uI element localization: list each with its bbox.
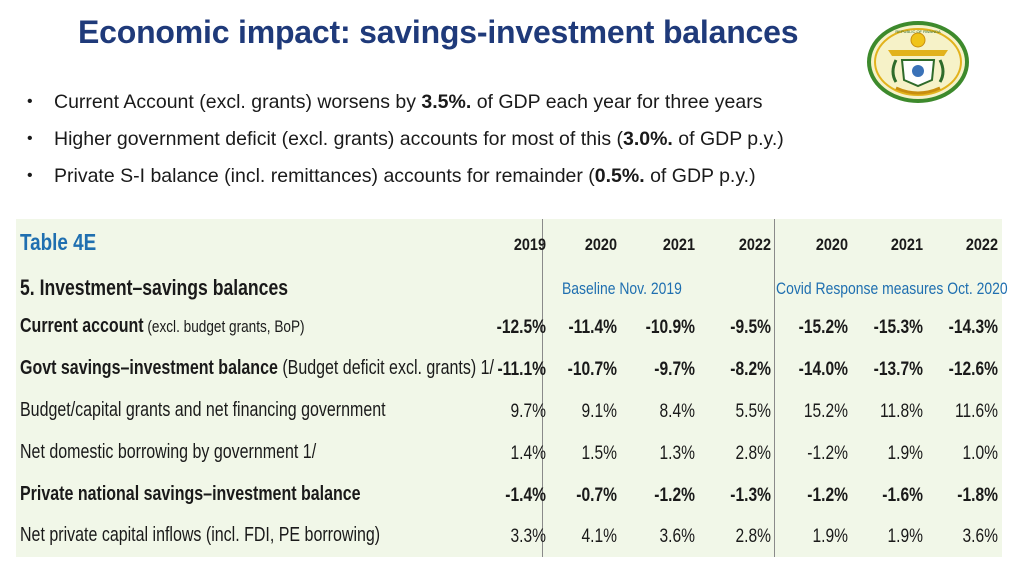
table-row: Budget/capital grants and net financing … <box>16 393 1002 433</box>
year-header: 2022 <box>738 235 771 254</box>
table-cell: -14.0% <box>798 359 848 380</box>
table-cell: 1.0% <box>962 443 998 464</box>
table-cell: 1.9% <box>887 443 923 464</box>
table-cell: 3.6% <box>962 526 998 547</box>
table-cell: -15.2% <box>798 317 848 338</box>
row-label: Budget/capital grants and net financing … <box>20 399 386 421</box>
table-cell: -10.9% <box>645 317 695 338</box>
table-cell: -1.2% <box>807 443 848 464</box>
coat-of-arms-icon: REPUBLIC OF RWANDA <box>867 21 969 103</box>
table-cell: 11.6% <box>954 401 998 422</box>
table-cell: -1.3% <box>730 485 771 506</box>
table-cell: 15.2% <box>803 401 848 422</box>
table-cell: -9.7% <box>654 359 695 380</box>
table-cell: 3.6% <box>659 526 695 547</box>
row-label: Current account (excl. budget grants, Bo… <box>20 315 305 337</box>
column-divider <box>774 219 775 557</box>
table-cell: 1.9% <box>812 526 848 547</box>
table-cell: -11.1% <box>497 359 546 380</box>
page-title: Economic impact: savings-investment bala… <box>78 14 799 50</box>
table-cell: -11.4% <box>568 317 617 338</box>
table-cell: -1.2% <box>807 485 848 506</box>
table-cell: -1.4% <box>505 485 546 506</box>
bullet-item: • Higher government deficit (excl. grant… <box>27 128 784 150</box>
year-header: 2020 <box>815 235 848 254</box>
table-cell: -0.7% <box>576 485 617 506</box>
bullet-item: • Current Account (excl. grants) worsens… <box>27 91 763 113</box>
table-cell: 5.5% <box>735 401 771 422</box>
seal-text: REPUBLIC OF RWANDA <box>895 29 941 34</box>
row-label: Net domestic borrowing by government 1/ <box>20 441 317 463</box>
row-label: Govt savings–investment balance (Budget … <box>20 357 494 379</box>
table-cell: 1.3% <box>659 443 695 464</box>
table-row: Net domestic borrowing by government 1/1… <box>16 435 1002 475</box>
section-heading: 5. Investment–savings balances <box>20 275 289 300</box>
table-cell: -15.3% <box>873 317 923 338</box>
table-title: Table 4E <box>20 229 97 255</box>
covid-label: Covid Response measures Oct. 2020 <box>776 279 1008 298</box>
year-header: 2021 <box>662 235 695 254</box>
table-cell: 2.8% <box>735 443 771 464</box>
table-cell: -1.6% <box>882 485 923 506</box>
table-cell: 8.4% <box>659 401 695 422</box>
row-label: Private national savings–investment bala… <box>20 483 361 505</box>
year-header: 2021 <box>890 235 923 254</box>
table-cell: -1.8% <box>957 485 998 506</box>
table-cell: 9.1% <box>581 401 617 422</box>
table-cell: 4.1% <box>581 526 617 547</box>
bullet-list: • Current Account (excl. grants) worsens… <box>24 86 984 197</box>
data-table: Table 4E 2019 2020 2021 2022 2020 2021 2… <box>16 219 1008 558</box>
table-cell: -14.3% <box>948 317 998 338</box>
table-cell: -13.7% <box>873 359 923 380</box>
year-header: 2022 <box>965 235 998 254</box>
table-row: Private national savings–investment bala… <box>16 477 1002 517</box>
table-cell: -10.7% <box>567 359 617 380</box>
baseline-label: Baseline Nov. 2019 <box>562 279 682 298</box>
table-cell: -9.5% <box>730 317 771 338</box>
year-header: 2020 <box>584 235 617 254</box>
table-cell: 11.8% <box>879 401 923 422</box>
row-label: Net private capital inflows (incl. FDI, … <box>20 524 381 546</box>
bullet-item: • Private S-I balance (incl. remittances… <box>27 165 756 187</box>
table-cell: -8.2% <box>730 359 771 380</box>
table-row: Current account (excl. budget grants, Bo… <box>16 309 1002 349</box>
table-cell: -12.6% <box>948 359 998 380</box>
table-cell: -12.5% <box>496 317 546 338</box>
table-cell: 9.7% <box>510 401 546 422</box>
table-row: Govt savings–investment balance (Budget … <box>16 351 1002 391</box>
table-cell: 1.4% <box>510 443 546 464</box>
table-cell: -1.2% <box>654 485 695 506</box>
column-divider <box>542 219 543 557</box>
table-cell: 3.3% <box>510 526 546 547</box>
table-row: Net private capital inflows (incl. FDI, … <box>16 518 1002 558</box>
table-cell: 1.5% <box>581 443 617 464</box>
table-cell: 1.9% <box>887 526 923 547</box>
table-cell: 2.8% <box>735 526 771 547</box>
year-header: 2019 <box>513 235 546 254</box>
